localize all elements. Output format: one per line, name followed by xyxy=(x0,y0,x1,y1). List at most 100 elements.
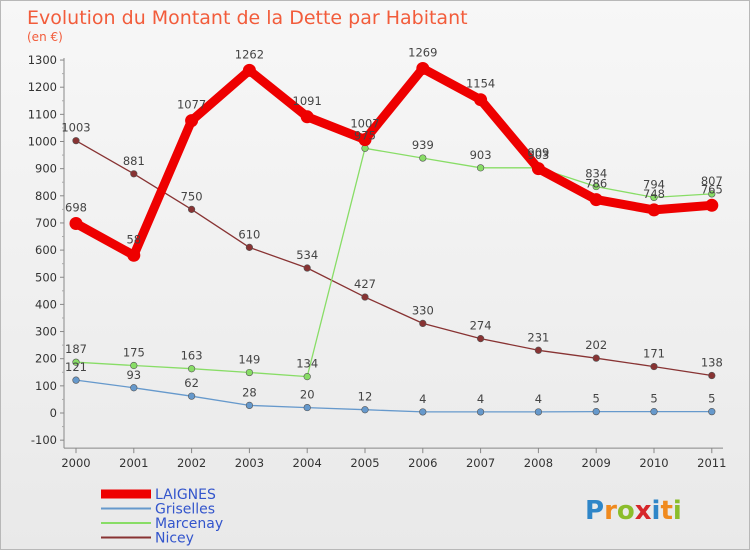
legend-label-laignes: LAIGNES xyxy=(155,487,216,503)
legend-label-marcenay: Marcenay xyxy=(155,516,223,532)
data-label-marcenay: 834 xyxy=(585,167,607,181)
x-tick-label: 2001 xyxy=(119,456,148,470)
x-tick-label: 2011 xyxy=(697,456,726,470)
data-label-marcenay: 187 xyxy=(65,342,87,356)
y-tick-label: 800 xyxy=(35,189,57,203)
data-label-marcenay: 807 xyxy=(701,174,723,188)
data-point-nicey xyxy=(361,293,369,301)
y-tick-label: 100 xyxy=(35,379,57,393)
data-point-griselles xyxy=(303,403,311,412)
data-label-marcenay: 134 xyxy=(296,357,318,371)
data-point-marcenay xyxy=(477,164,485,172)
series-line-nicey xyxy=(75,140,713,377)
x-tick-label: 2002 xyxy=(177,456,206,470)
data-point-marcenay xyxy=(303,373,311,381)
data-label-nicey: 231 xyxy=(527,330,549,344)
data-label-marcenay: 794 xyxy=(643,177,665,191)
data-label-griselles: 62 xyxy=(184,376,199,390)
data-label-griselles: 121 xyxy=(65,360,87,374)
series-line-marcenay xyxy=(75,147,713,378)
data-label-marcenay: 163 xyxy=(181,349,203,363)
data-label-nicey: 427 xyxy=(354,277,376,291)
data-point-marcenay xyxy=(650,193,658,202)
proxiti-logo: Proxiti xyxy=(585,496,682,526)
data-point-laignes xyxy=(705,198,719,212)
data-label-marcenay: 149 xyxy=(238,353,260,367)
data-label-nicey: 202 xyxy=(585,338,607,352)
y-tick-label: -100 xyxy=(31,433,57,447)
data-point-nicey xyxy=(650,362,658,371)
data-label-layer: 1003881750610534427330274231202171138121… xyxy=(61,45,722,405)
series-line-griselles xyxy=(75,379,713,413)
y-tick-label: 1200 xyxy=(28,80,57,94)
data-label-marcenay: 903 xyxy=(470,148,492,162)
series-line-laignes xyxy=(71,64,717,260)
chart-subtitle: (en €) xyxy=(27,30,63,44)
data-label-laignes: 1091 xyxy=(293,94,322,108)
data-label-griselles: 28 xyxy=(242,385,257,399)
data-point-marcenay xyxy=(188,365,196,373)
data-label-marcenay: 939 xyxy=(412,138,434,152)
data-point-laignes xyxy=(647,203,661,217)
x-tick-label: 2008 xyxy=(524,456,553,470)
data-label-nicey: 750 xyxy=(181,189,203,203)
data-label-nicey: 610 xyxy=(238,227,260,241)
data-label-nicey: 171 xyxy=(643,347,665,361)
data-point-nicey xyxy=(708,371,716,380)
data-point-laignes xyxy=(185,114,199,128)
chart-title: Evolution du Montant de la Dette par Hab… xyxy=(27,7,468,29)
data-label-nicey: 534 xyxy=(296,248,318,262)
data-label-nicey: 881 xyxy=(123,154,145,168)
y-tick-label: 500 xyxy=(35,270,57,284)
y-tick-label: 200 xyxy=(35,352,57,366)
data-point-laignes xyxy=(69,216,83,230)
data-point-laignes xyxy=(300,110,314,124)
legend-label-griselles: Griselles xyxy=(155,502,215,518)
data-label-laignes: 1154 xyxy=(466,77,495,91)
data-label-laignes: 1077 xyxy=(177,98,206,112)
legend-label-nicey: Nicey xyxy=(155,531,194,547)
data-point-marcenay xyxy=(708,190,716,198)
data-point-nicey xyxy=(592,354,600,362)
data-label-laignes: 1262 xyxy=(235,47,264,61)
data-label-laignes: 1007 xyxy=(350,117,379,131)
y-tick-label: 0 xyxy=(50,406,57,420)
data-point-laignes xyxy=(416,61,430,75)
data-point-griselles xyxy=(130,384,138,392)
x-tick-label: 2007 xyxy=(466,456,495,470)
x-tick-label: 2010 xyxy=(639,456,668,470)
x-tick-label: 2006 xyxy=(408,456,437,470)
y-tick-label: 1300 xyxy=(28,53,57,67)
data-point-laignes xyxy=(531,162,545,176)
logo-text: Proxiti xyxy=(585,496,682,526)
data-label-laignes: 698 xyxy=(65,200,87,214)
data-point-laignes xyxy=(589,193,603,207)
data-label-laignes: 786 xyxy=(585,177,607,191)
data-point-marcenay xyxy=(72,358,80,366)
data-point-marcenay xyxy=(245,368,253,377)
data-label-griselles: 4 xyxy=(535,392,542,406)
data-point-griselles xyxy=(592,408,600,416)
data-label-griselles: 12 xyxy=(358,390,373,404)
data-label-laignes: 58 xyxy=(126,232,141,246)
x-tick-label: 2004 xyxy=(293,456,322,470)
data-point-griselles xyxy=(245,401,253,409)
data-point-griselles xyxy=(708,408,716,416)
data-point-laignes xyxy=(127,248,141,262)
x-tick-label: 2009 xyxy=(582,456,611,470)
data-point-griselles xyxy=(419,408,427,416)
x-tick-label: 2003 xyxy=(235,456,264,470)
data-point-nicey xyxy=(245,243,253,251)
y-tick-label: 400 xyxy=(35,297,57,311)
y-tick-label: 700 xyxy=(35,216,57,230)
data-label-marcenay: 903 xyxy=(527,148,549,162)
data-label-griselles: 4 xyxy=(477,392,484,406)
data-point-marcenay xyxy=(592,182,600,191)
data-label-nicey: 274 xyxy=(470,319,492,333)
data-point-laignes xyxy=(358,133,372,147)
data-point-laignes xyxy=(242,63,256,77)
series-layer xyxy=(69,61,719,416)
data-label-griselles: 5 xyxy=(708,392,715,406)
